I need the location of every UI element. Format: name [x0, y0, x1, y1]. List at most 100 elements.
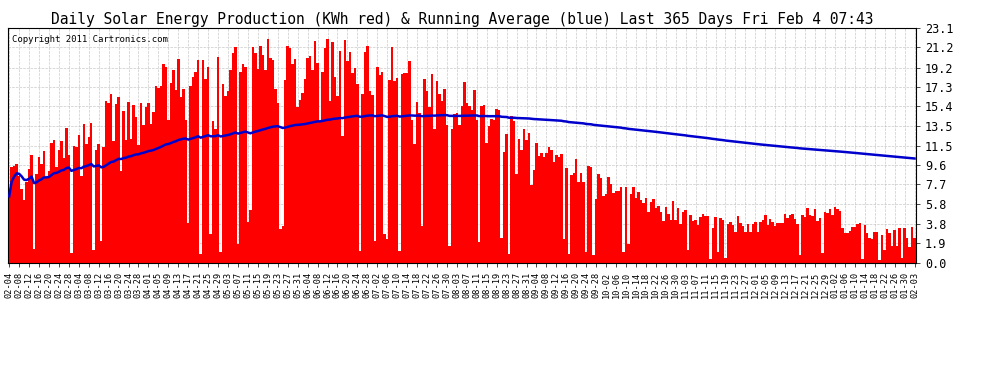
Bar [145, 107, 148, 262]
Bar [759, 222, 761, 262]
Bar [732, 225, 735, 262]
Bar [202, 60, 204, 262]
Bar [824, 212, 827, 262]
Bar [97, 144, 100, 262]
Bar [21, 189, 23, 262]
Bar [505, 135, 508, 262]
Bar [478, 243, 480, 262]
Bar [689, 216, 692, 262]
Bar [222, 84, 225, 262]
Bar [453, 114, 455, 262]
Bar [411, 120, 414, 262]
Bar [50, 143, 52, 262]
Bar [429, 107, 431, 262]
Bar [140, 103, 143, 262]
Bar [184, 120, 187, 262]
Bar [444, 89, 446, 262]
Bar [138, 145, 140, 262]
Bar [555, 155, 557, 262]
Bar [92, 250, 95, 262]
Bar [913, 238, 916, 262]
Bar [503, 152, 505, 262]
Bar [276, 103, 279, 262]
Bar [806, 208, 809, 262]
Bar [28, 170, 31, 262]
Bar [406, 74, 408, 262]
Bar [585, 252, 587, 262]
Bar [740, 223, 742, 262]
Bar [672, 201, 674, 262]
Bar [623, 252, 625, 262]
Bar [215, 129, 217, 262]
Bar [557, 157, 560, 262]
Bar [123, 111, 125, 262]
Bar [727, 224, 730, 262]
Bar [72, 146, 75, 262]
Bar [38, 157, 41, 262]
Bar [906, 238, 908, 262]
Bar [644, 198, 647, 262]
Bar [16, 164, 18, 262]
Bar [169, 83, 172, 262]
Bar [439, 94, 441, 262]
Bar [480, 106, 483, 262]
Bar [839, 211, 842, 262]
Title: Daily Solar Energy Production (KWh red) & Running Average (blue) Last 365 Days F: Daily Solar Energy Production (KWh red) … [50, 12, 873, 27]
Bar [749, 232, 751, 262]
Bar [366, 46, 368, 262]
Bar [625, 187, 628, 262]
Bar [846, 233, 848, 262]
Bar [90, 123, 92, 262]
Bar [635, 198, 638, 262]
Bar [450, 129, 453, 262]
Bar [827, 213, 829, 262]
Bar [843, 232, 846, 262]
Bar [274, 89, 276, 262]
Bar [893, 230, 896, 262]
Bar [388, 80, 391, 262]
Bar [620, 188, 623, 262]
Bar [419, 113, 421, 262]
Bar [401, 74, 403, 262]
Bar [100, 241, 102, 262]
Bar [766, 225, 769, 262]
Bar [291, 64, 294, 262]
Bar [46, 177, 48, 262]
Bar [493, 120, 495, 262]
Bar [490, 118, 493, 262]
Bar [172, 70, 174, 262]
Bar [52, 140, 55, 262]
Bar [863, 225, 866, 262]
Bar [647, 212, 649, 262]
Bar [346, 61, 348, 262]
Bar [18, 176, 21, 262]
Bar [421, 226, 424, 262]
Bar [592, 255, 595, 262]
Bar [751, 224, 754, 262]
Bar [572, 173, 575, 262]
Bar [776, 222, 779, 262]
Bar [595, 199, 597, 262]
Bar [817, 221, 819, 262]
Bar [75, 147, 77, 262]
Bar [247, 222, 249, 262]
Bar [148, 103, 149, 262]
Bar [654, 208, 657, 262]
Bar [570, 175, 572, 262]
Bar [105, 101, 107, 262]
Bar [811, 216, 814, 262]
Bar [80, 176, 82, 262]
Bar [677, 208, 679, 262]
Bar [536, 143, 538, 262]
Bar [398, 251, 401, 262]
Bar [43, 152, 46, 262]
Bar [342, 136, 344, 262]
Bar [149, 124, 152, 262]
Bar [299, 100, 301, 262]
Bar [789, 215, 791, 262]
Bar [152, 112, 154, 262]
Bar [761, 220, 764, 262]
Bar [199, 255, 202, 262]
Bar [858, 223, 861, 262]
Bar [662, 221, 664, 262]
